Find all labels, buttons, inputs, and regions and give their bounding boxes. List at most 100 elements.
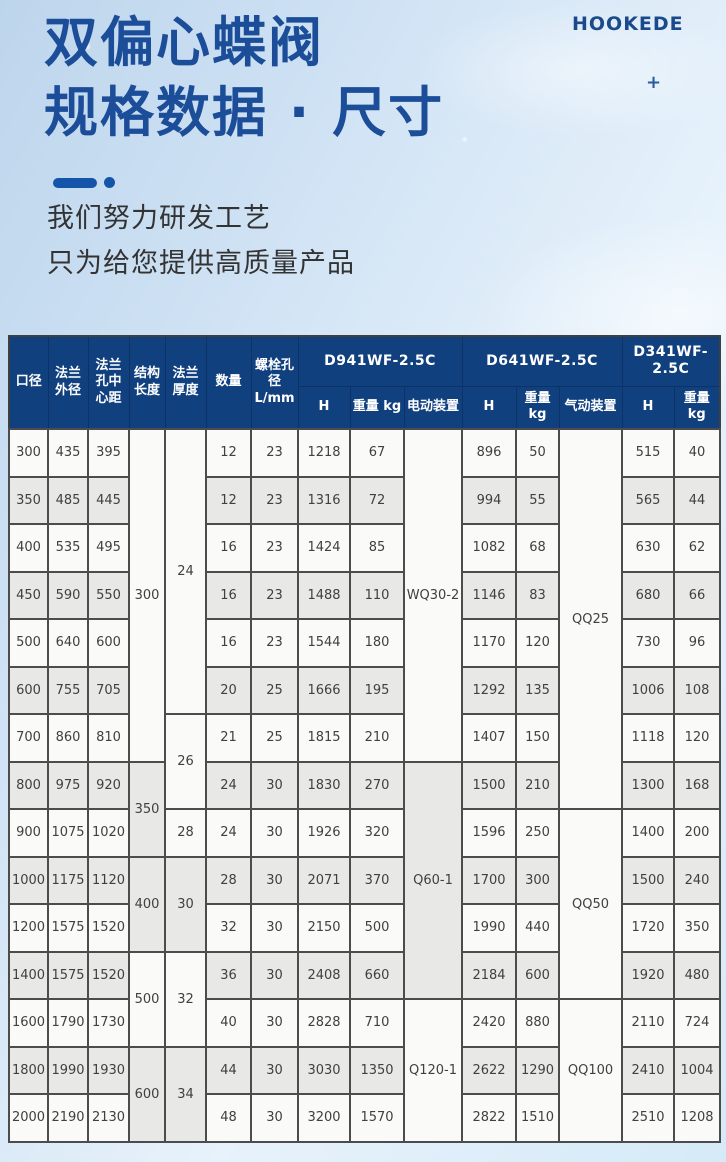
spec-cell: 1488 [297, 570, 351, 620]
spec-cell: 600 [128, 1045, 166, 1143]
spec-cell: 250 [515, 808, 560, 858]
spec-cell: 1020 [87, 808, 130, 858]
spec-cell: 495 [87, 523, 130, 573]
group-header-d341: D341WF-2.5C [621, 335, 721, 387]
spec-cell: 1500 [621, 855, 675, 905]
spec-cell: WQ30-2 [403, 428, 463, 763]
spec-cell: 1930 [87, 1045, 130, 1095]
spec-cell: 1424 [297, 523, 351, 573]
spec-cell: 1082 [461, 523, 517, 573]
spec-cell: 1400 [621, 808, 675, 858]
spec-cell: 1208 [673, 1093, 721, 1143]
spec-cell: 1170 [461, 618, 517, 668]
spec-cell: 350 [673, 903, 721, 953]
page-title: 双偏心蝶阀 规格数据 · 尺寸 [44, 8, 444, 148]
col-header-bolt-hole: 螺栓孔径 L/mm [250, 335, 299, 430]
spec-cell: 195 [349, 665, 405, 715]
spec-cell: 590 [47, 570, 89, 620]
spec-cell: 2622 [461, 1045, 517, 1095]
spec-cell: 1075 [47, 808, 89, 858]
sub-header-d341-weight: 重量 kg [673, 385, 721, 430]
spec-cell: 2510 [621, 1093, 675, 1143]
spec-cell: 28 [205, 855, 252, 905]
spec-cell: 2000 [8, 1093, 49, 1143]
spec-cell: 1990 [461, 903, 517, 953]
col-header-diameter: 口径 [8, 335, 49, 430]
spec-cell: 32 [164, 950, 207, 1048]
table-row: 1600 1790 1730 40 30 2828 710 Q120-1 2420 880 QQ10… [8, 998, 721, 1143]
spec-cell: 300 [8, 428, 49, 478]
spec-cell: 210 [349, 713, 405, 763]
spec-cell: 34 [164, 1045, 207, 1143]
spec-cell: 2822 [461, 1093, 517, 1143]
spec-cell: 1004 [673, 1045, 721, 1095]
spec-cell: 1990 [47, 1045, 89, 1095]
spec-cell: 2408 [297, 950, 351, 1000]
spec-cell: 150 [515, 713, 560, 763]
sub-header-d941-electric: 电动装置 [403, 385, 463, 430]
spec-cell: 210 [515, 760, 560, 810]
spec-cell: 1790 [47, 998, 89, 1048]
spec-cell: 62 [673, 523, 721, 573]
spec-cell: 40 [673, 428, 721, 478]
spec-cell: 500 [128, 950, 166, 1048]
spec-cell: 640 [47, 618, 89, 668]
spec-cell: 24 [205, 760, 252, 810]
spec-cell: 800 [8, 760, 49, 810]
spec-cell: 28 [164, 808, 207, 858]
spec-cell: 480 [673, 950, 721, 1000]
brand-logo: HOOKEDE [572, 13, 684, 35]
spec-cell: 2110 [621, 998, 675, 1048]
spec-cell: 860 [47, 713, 89, 763]
spec-table-header: 口径 法兰外径 法兰孔中心距 结构长度 法兰厚度 数量 螺栓孔径 L/mm D9… [8, 335, 721, 430]
spec-cell: 680 [621, 570, 675, 620]
spec-cell: 108 [673, 665, 721, 715]
spec-cell: 1200 [8, 903, 49, 953]
spec-cell: 550 [87, 570, 130, 620]
sub-header-d941-h: H [297, 385, 351, 430]
subtitle-line-2: 只为给您提供高质量产品 [47, 248, 355, 279]
spec-cell: QQ50 [558, 808, 623, 1000]
spec-cell: 48 [205, 1093, 252, 1143]
spec-cell: 2420 [461, 998, 517, 1048]
spec-cell: 83 [515, 570, 560, 620]
spec-cell: 1926 [297, 808, 351, 858]
spec-cell: 2828 [297, 998, 351, 1048]
spec-table: 口径 法兰外径 法兰孔中心距 结构长度 法兰厚度 数量 螺栓孔径 L/mm D9… [8, 335, 721, 1143]
spec-cell: 1575 [47, 903, 89, 953]
spec-cell: 270 [349, 760, 405, 810]
spec-cell: 30 [250, 855, 299, 905]
spec-cell: 350 [128, 760, 166, 858]
spec-cell: 20 [205, 665, 252, 715]
group-header-d941: D941WF-2.5C [297, 335, 463, 387]
spec-cell: 535 [47, 523, 89, 573]
spec-cell: 710 [349, 998, 405, 1048]
spec-cell: 110 [349, 570, 405, 620]
spec-cell: 44 [205, 1045, 252, 1095]
spec-cell: 25 [250, 665, 299, 715]
spec-cell: 180 [349, 618, 405, 668]
spec-cell: 1146 [461, 570, 517, 620]
spec-cell: 1300 [621, 760, 675, 810]
spec-cell: 44 [673, 475, 721, 525]
spec-cell: 36 [205, 950, 252, 1000]
spec-cell: 1218 [297, 428, 351, 478]
spec-cell: 12 [205, 428, 252, 478]
spec-cell: 1316 [297, 475, 351, 525]
spec-cell: 445 [87, 475, 130, 525]
subtitle-line-1: 我们努力研发工艺 [47, 203, 271, 234]
spec-cell: 168 [673, 760, 721, 810]
spec-cell: 40 [205, 998, 252, 1048]
group-header-d641: D641WF-2.5C [461, 335, 623, 387]
spec-cell: 1118 [621, 713, 675, 763]
spec-cell: 705 [87, 665, 130, 715]
spec-cell: 755 [47, 665, 89, 715]
spec-cell: 300 [515, 855, 560, 905]
spec-cell: 16 [205, 618, 252, 668]
spec-cell: 30 [250, 760, 299, 810]
sub-header-d341-h: H [621, 385, 675, 430]
spec-table-body: 300 435 395 300 24 12 23 1218 67 WQ30-2 896 50 QQ25 5… [8, 428, 721, 1143]
subtitle: 我们努力研发工艺只为给您提供高质量产品 [47, 196, 355, 286]
spec-cell: 900 [8, 808, 49, 858]
plus-decoration-icon: + [646, 72, 662, 93]
